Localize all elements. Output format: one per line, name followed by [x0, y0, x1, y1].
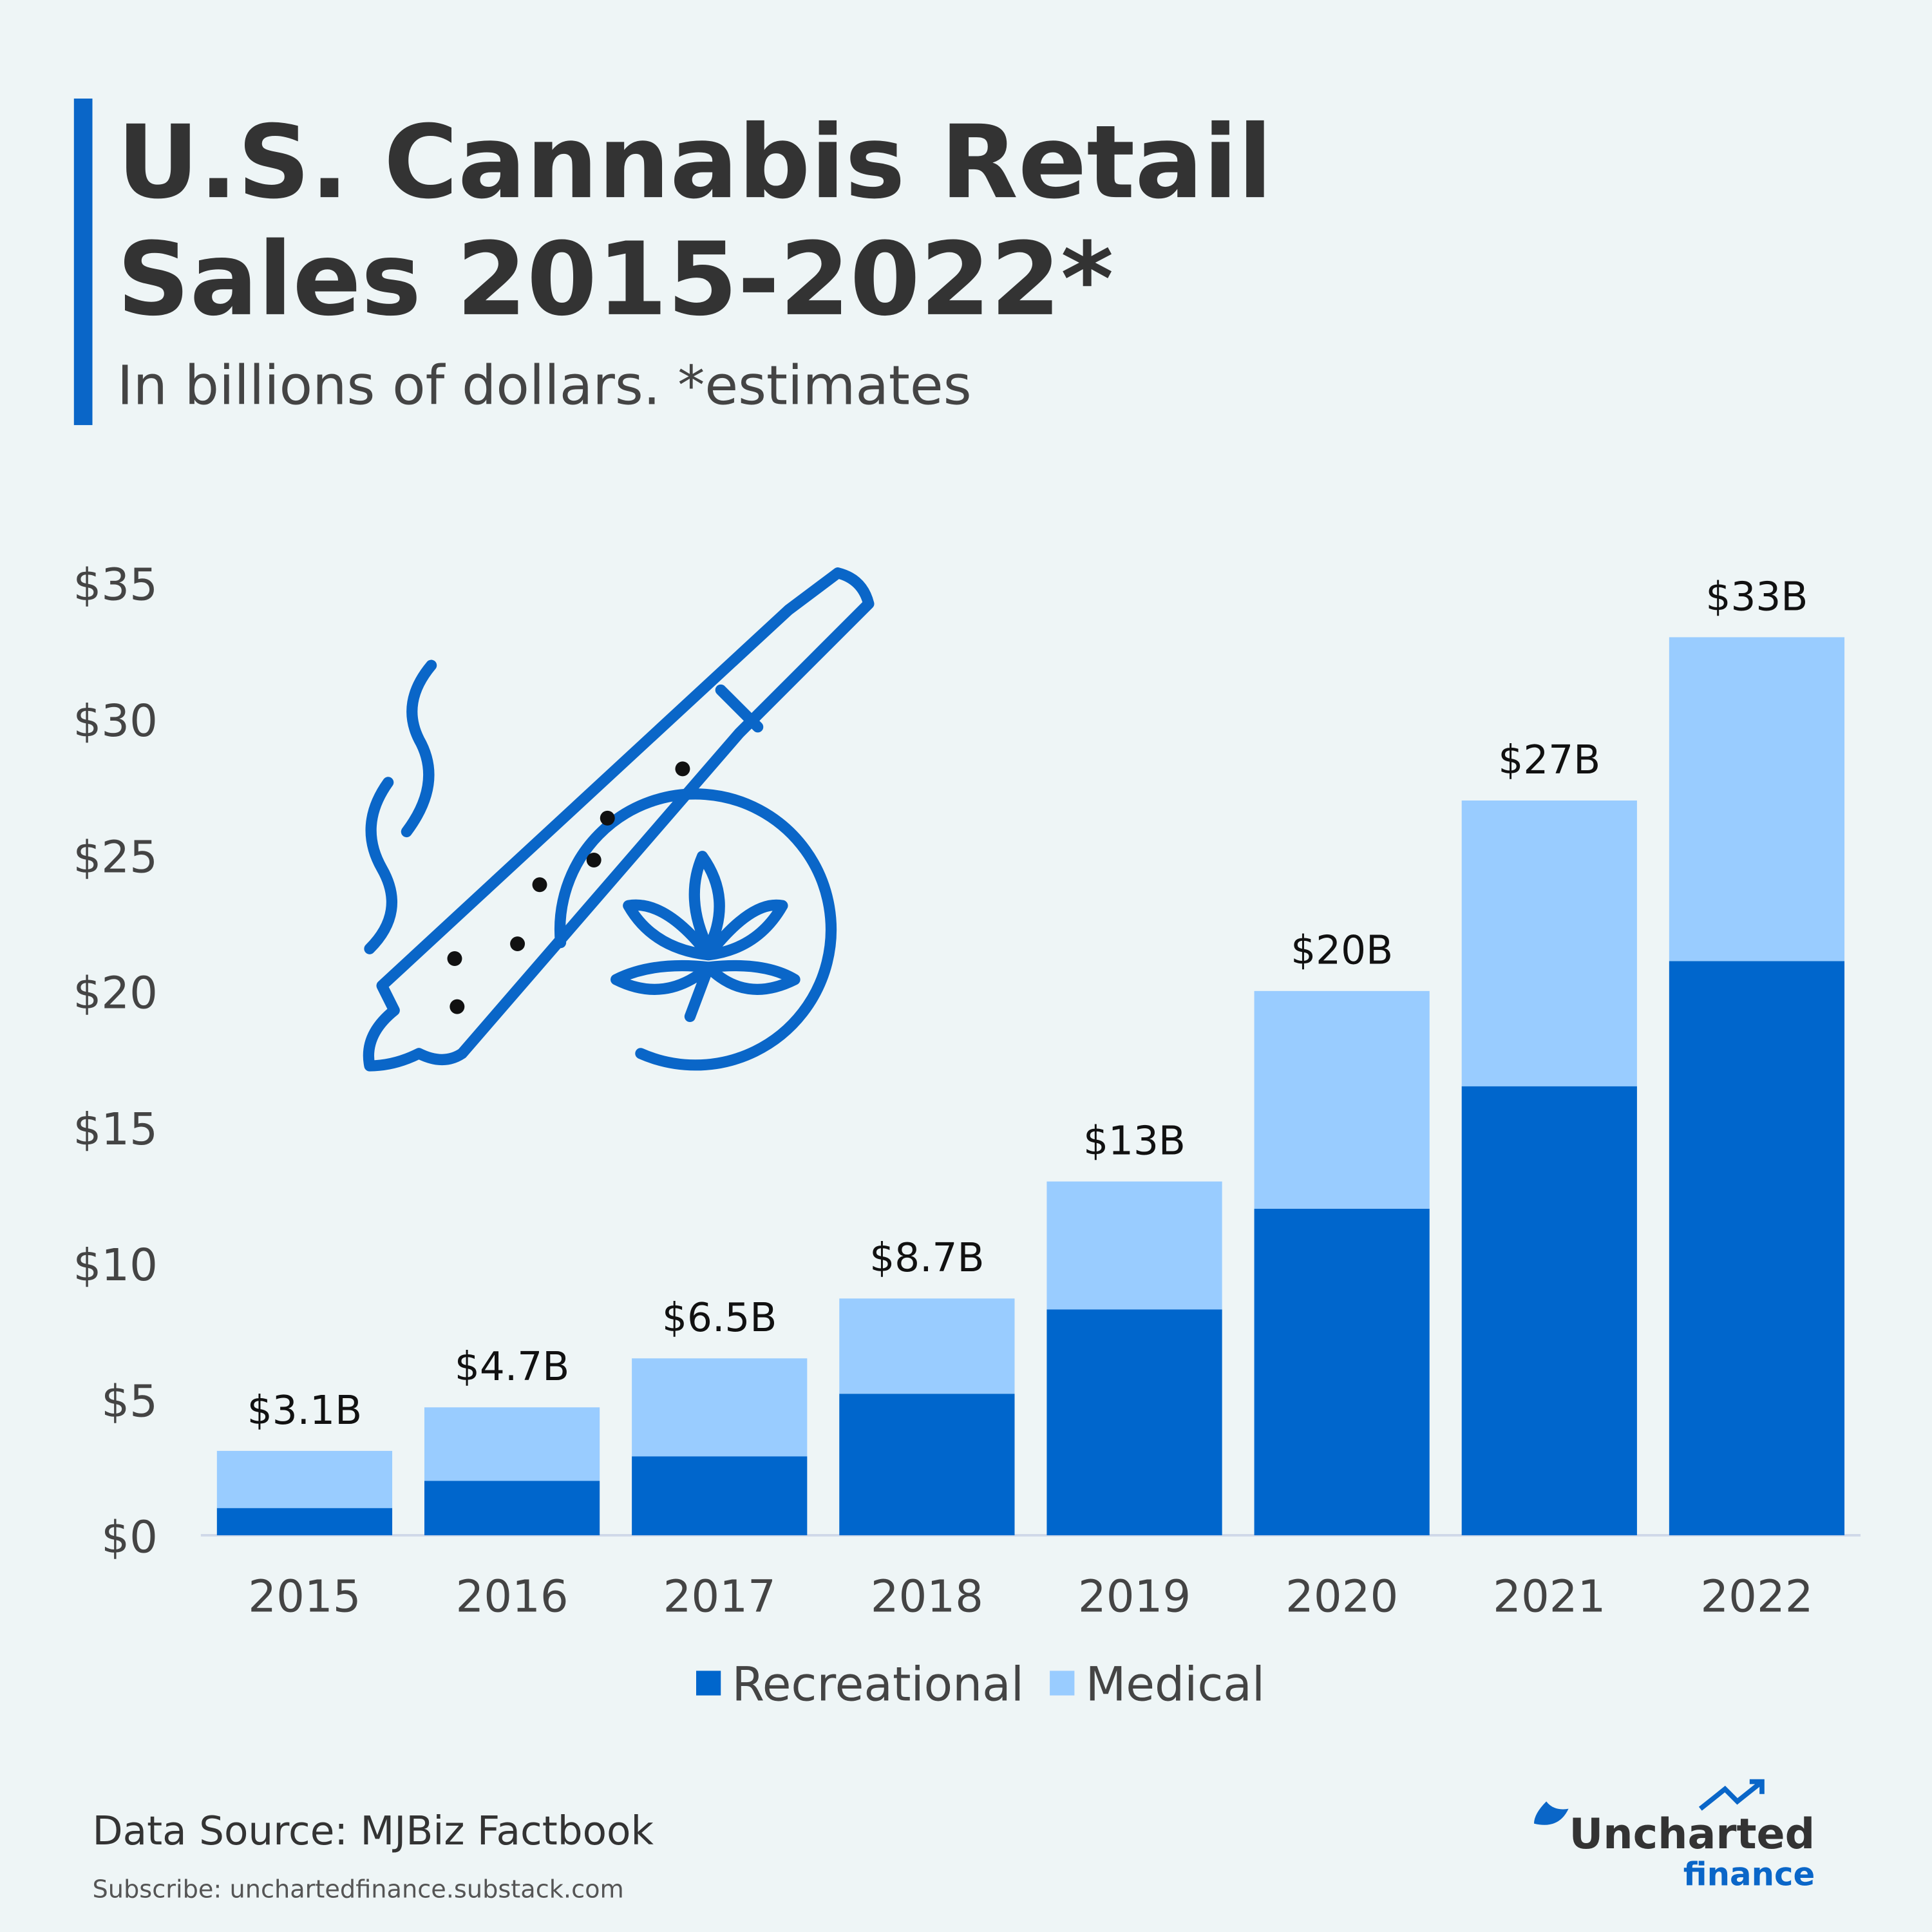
y-tick-label: $20 — [73, 968, 157, 1019]
bar-segment — [1254, 990, 1430, 1209]
title-accent — [73, 99, 93, 426]
legend-label: Recreational — [732, 1658, 1023, 1712]
y-tick-label: $5 — [101, 1376, 158, 1427]
x-tick-label: 2019 — [1078, 1571, 1191, 1623]
x-tick-label: 2021 — [1493, 1571, 1605, 1623]
bar-segment — [424, 1407, 600, 1481]
bar-segment — [632, 1456, 808, 1535]
total-label: $6.5B — [662, 1295, 777, 1341]
x-tick-label: 2017 — [663, 1571, 776, 1623]
y-tick-label: $15 — [73, 1104, 157, 1155]
legend-swatch — [696, 1671, 721, 1696]
x-tick-label: 2018 — [871, 1571, 983, 1623]
x-tick-label: 2016 — [455, 1571, 568, 1623]
source: Data Source: MJBiz Factbook — [92, 1808, 654, 1854]
bar-segment — [1669, 637, 1845, 961]
y-tick-label: $30 — [73, 696, 157, 747]
x-tick-label: 2020 — [1285, 1571, 1398, 1623]
bar-segment — [216, 1508, 393, 1535]
bar-segment — [1254, 1208, 1430, 1535]
bird-icon — [1534, 1801, 1569, 1825]
subscribe: Subscribe: unchartedfinance.substack.com — [92, 1875, 623, 1904]
total-label: $27B — [1498, 737, 1600, 783]
brand: Uncharted — [1569, 1810, 1815, 1859]
total-label: $20B — [1291, 928, 1393, 974]
y-tick-label: $25 — [73, 831, 157, 883]
chart-title: Sales 2015-2022* — [117, 220, 1113, 338]
joint-icon — [363, 567, 875, 1072]
bar-segment — [1046, 1309, 1222, 1535]
bar-segment — [632, 1358, 808, 1457]
x-tick-label: 2022 — [1700, 1571, 1813, 1623]
y-tick-label: $10 — [73, 1240, 157, 1291]
total-label: $13B — [1083, 1119, 1186, 1164]
bar-segment — [1669, 961, 1845, 1535]
y-tick-label: $0 — [101, 1512, 158, 1564]
y-tick-label: $35 — [73, 560, 157, 611]
x-tick-label: 2015 — [248, 1571, 361, 1623]
bar-segment — [839, 1298, 1015, 1394]
total-label: $3.1B — [247, 1388, 362, 1434]
bar-segment — [216, 1450, 393, 1508]
total-label: $33B — [1706, 574, 1808, 620]
total-label: $8.7B — [869, 1235, 984, 1281]
brand: finance — [1683, 1855, 1815, 1893]
chart-subtitle: In billions of dollars. *estimates — [117, 354, 972, 417]
bar-segment — [1046, 1181, 1222, 1310]
bar-segment — [424, 1481, 600, 1535]
total-label: $4.7B — [455, 1344, 569, 1390]
chart-title: U.S. Cannabis Retail — [117, 103, 1273, 221]
legend-swatch — [1050, 1671, 1075, 1696]
bar-segment — [839, 1394, 1015, 1535]
joint-dots — [447, 761, 690, 1014]
trend-icon — [1698, 1779, 1765, 1811]
legend-label: Medical — [1086, 1658, 1265, 1712]
bar-segment — [1461, 1086, 1637, 1535]
bar-segment — [1461, 800, 1637, 1086]
